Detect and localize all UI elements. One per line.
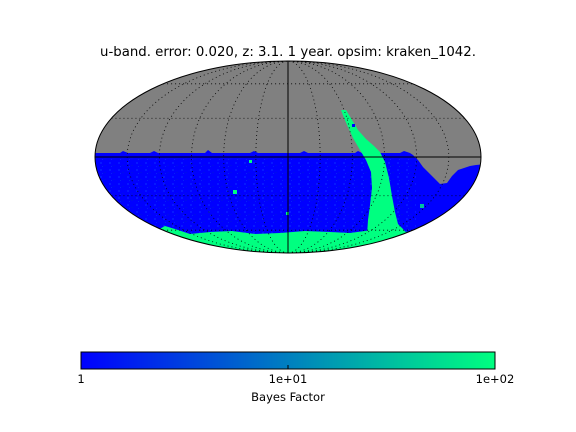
galactic-plane-feature — [341, 110, 408, 246]
meridian-line — [287, 61, 321, 253]
value-spot — [420, 204, 424, 208]
colorbar-tick-label: 1e+01 — [269, 372, 308, 386]
colorbar-ticks: 1 1e+01 1e+02 — [77, 365, 514, 386]
value-spot — [249, 160, 252, 163]
colorbar-tick-label: 1e+02 — [476, 372, 515, 386]
chart-title: u-band. error: 0.020, z: 3.1. 1 year. op… — [100, 45, 476, 60]
colorbar-label: Bayes Factor — [251, 390, 325, 404]
value-spot — [233, 190, 237, 194]
sky-map — [94, 60, 482, 254]
map-outline — [94, 60, 482, 254]
colorbar: 1 1e+01 1e+02 Bayes Factor — [77, 351, 514, 404]
colorbar-tick-label: 1 — [77, 372, 84, 386]
value-spot — [352, 124, 355, 127]
